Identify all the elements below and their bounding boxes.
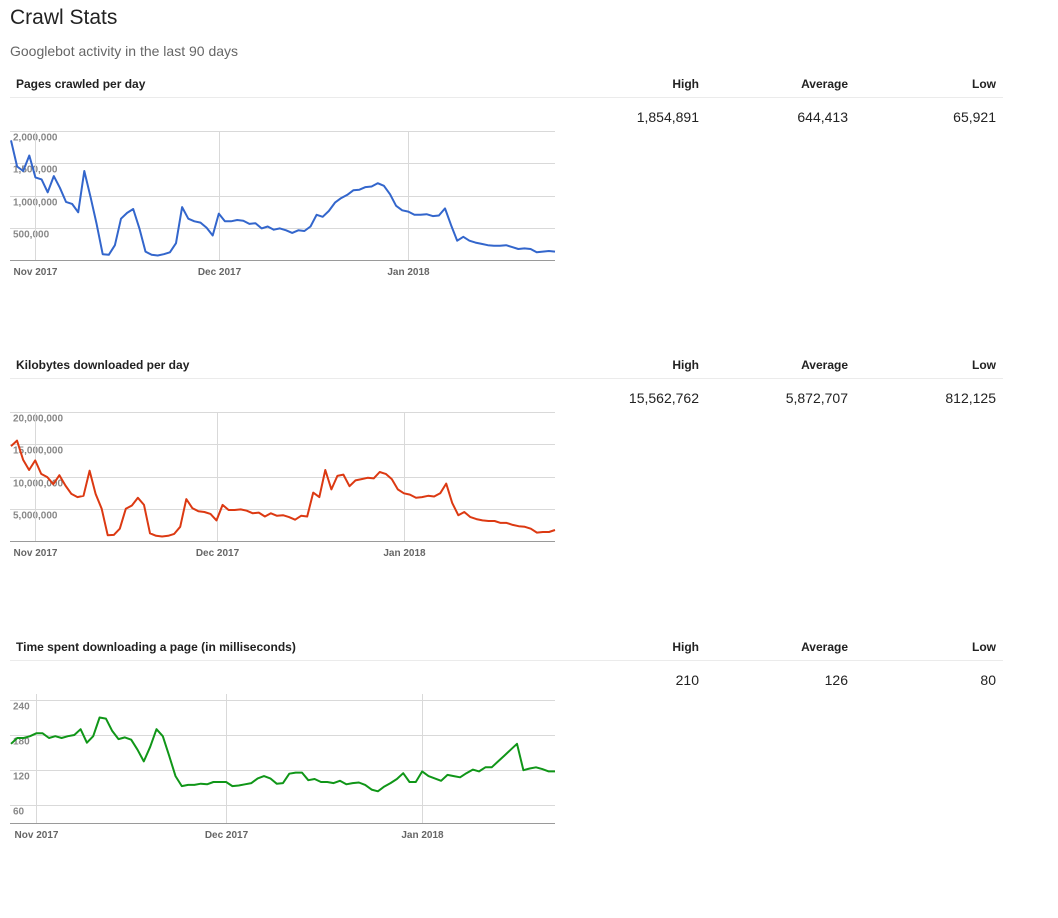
high-column-header: High [672,77,699,91]
y-tick-label: 180 [13,737,30,748]
time-downloading-chart[interactable]: 60 120 180 240 Nov 2017 Dec 2017 Jan 2018 [10,688,570,848]
y-tick-label: 120 [13,772,30,783]
average-value: 126 [824,672,848,688]
x-tick-label: Nov 2017 [15,830,59,841]
average-value: 644,413 [797,109,848,125]
average-column-header: Average [801,358,848,372]
high-value: 1,854,891 [636,109,699,125]
low-column-header: Low [972,640,996,654]
x-tick-label: Nov 2017 [14,267,58,278]
section-header: Time spent downloading a page (in millis… [10,638,1003,661]
average-column-header: Average [801,640,848,654]
kilobytes-downloaded-chart[interactable]: 5,000,00010,000,00015,000,00020,000,000N… [10,406,570,566]
page-subtitle: Googlebot activity in the last 90 days [10,43,239,59]
low-value: 812,125 [945,390,996,406]
section-header: Pages crawled per day High Average Low [10,75,1003,98]
y-tick-label: 60 [13,807,25,818]
y-tick-label: 240 [13,702,30,713]
average-column-header: Average [801,77,848,91]
page-title: Crawl Stats [10,6,118,29]
section-time-downloading: Time spent downloading a page (in millis… [10,638,1003,918]
low-column-header: Low [972,77,996,91]
low-value: 65,921 [953,109,996,125]
y-tick-label: 20,000,000 [13,414,63,425]
x-tick-label: Dec 2017 [205,830,249,841]
section-header: Kilobytes downloaded per day High Averag… [10,356,1003,379]
section-title: Time spent downloading a page (in millis… [16,640,296,654]
x-tick-label: Jan 2018 [387,267,430,278]
y-tick-label: 10,000,000 [13,479,63,490]
x-tick-label: Dec 2017 [198,267,242,278]
series-line[interactable] [10,439,556,538]
low-value: 80 [980,672,996,688]
low-column-header: Low [972,358,996,372]
section-title: Pages crawled per day [16,77,146,91]
section-kilobytes-downloaded: Kilobytes downloaded per day High Averag… [10,356,1003,636]
section-pages-crawled: Pages crawled per day High Average Low 1… [10,75,1003,355]
x-tick-label: Jan 2018 [383,548,426,559]
y-tick-label: 500,000 [13,230,50,241]
series-line[interactable] [10,140,556,257]
average-value: 5,872,707 [785,390,848,406]
x-tick-label: Dec 2017 [196,548,240,559]
high-value: 15,562,762 [628,390,699,406]
series-line[interactable] [10,716,555,793]
high-value: 210 [675,672,699,688]
x-tick-label: Jan 2018 [401,830,444,841]
section-title: Kilobytes downloaded per day [16,358,190,372]
y-tick-label: 15,000,000 [13,446,63,457]
x-tick-label: Nov 2017 [14,548,58,559]
high-column-header: High [672,358,699,372]
high-column-header: High [672,640,699,654]
